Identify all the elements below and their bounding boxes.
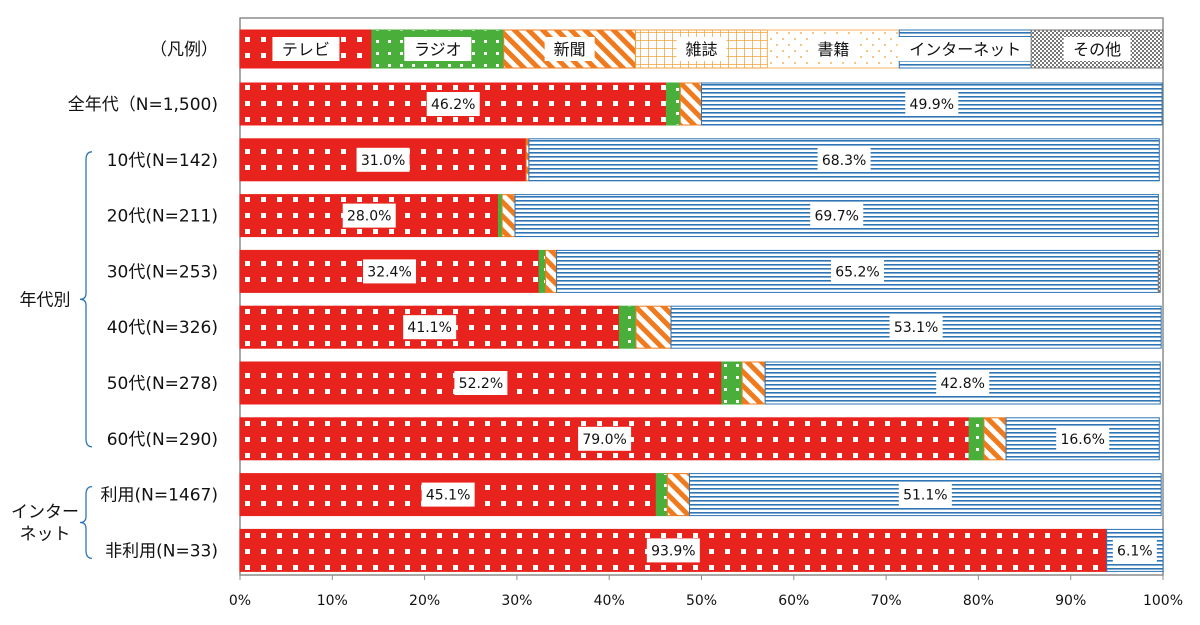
- data-label: 28.0%: [347, 209, 391, 225]
- data-label: 41.1%: [407, 320, 451, 336]
- data-label-box: [936, 371, 990, 395]
- data-label-box: [421, 482, 475, 507]
- bar-segment: [497, 194, 503, 238]
- bar-segment: [721, 361, 743, 405]
- category-label: 全年代（N=1,500): [68, 95, 218, 115]
- bar-segment: [501, 194, 516, 238]
- legend-label: 新聞: [554, 40, 586, 59]
- data-label-box: [426, 92, 480, 116]
- legend-label: インターネット: [909, 40, 1021, 59]
- data-label-box: [810, 203, 864, 228]
- x-tick-label: 30%: [501, 593, 532, 609]
- category-label: 20代(N=211): [107, 207, 218, 227]
- x-tick-label: 10%: [317, 593, 348, 609]
- bar-segment: [635, 305, 672, 349]
- x-tick-label: 0%: [229, 593, 251, 609]
- bar-segment: [655, 473, 668, 517]
- x-tick-label: 60%: [778, 593, 809, 609]
- group-label: 年代別: [20, 290, 71, 310]
- data-label: 53.1%: [894, 320, 938, 336]
- data-label-box: [356, 147, 410, 172]
- bar-segment: [983, 417, 1007, 461]
- x-tick-label: 20%: [409, 593, 440, 609]
- bars: 46.2% 49.9% 31.0% 68.3% 28.0% 69.7% 32.4% 65.2%…: [239, 82, 1164, 572]
- legend-label: テレビ: [282, 40, 330, 59]
- data-label-box: [889, 315, 943, 340]
- category-label: 60代(N=290): [107, 430, 218, 450]
- legend-title: （凡例）: [150, 40, 218, 60]
- data-label-box: [1112, 538, 1157, 563]
- data-label: 49.9%: [910, 97, 954, 113]
- data-label-box: [905, 92, 959, 116]
- data-label-box: [898, 482, 952, 507]
- data-label: 45.1%: [426, 488, 470, 504]
- group-label: ネット: [20, 525, 71, 545]
- x-tick-label: 90%: [1055, 593, 1086, 609]
- data-label: 46.2%: [431, 97, 475, 113]
- legend-label-box: [404, 37, 472, 61]
- legend-label: ラジオ: [414, 40, 462, 59]
- data-label-box: [817, 147, 871, 172]
- x-axis: 0% 10% 20% 30% 40% 50% 60% 70% 80% 90% 100%: [229, 575, 1183, 609]
- data-label-box: [363, 259, 417, 284]
- data-label-box: [646, 538, 700, 563]
- data-label: 79.0%: [582, 432, 626, 448]
- bar-segment: [538, 249, 547, 293]
- category-label: 40代(N=326): [107, 318, 218, 338]
- group-bracket: [79, 485, 93, 560]
- data-label-box: [1056, 426, 1110, 451]
- data-label: 31.0%: [361, 153, 405, 169]
- x-tick-label: 80%: [963, 593, 994, 609]
- data-label: 16.6%: [1060, 432, 1104, 448]
- bar-segment: [679, 82, 702, 126]
- legend-label: 雑誌: [685, 40, 717, 59]
- legend-swatch: [635, 29, 768, 69]
- x-tick-label: 70%: [871, 593, 902, 609]
- bar-segment: [666, 473, 691, 517]
- x-tick-label: 40%: [594, 593, 625, 609]
- data-label: 68.3%: [822, 153, 866, 169]
- data-label-box: [403, 315, 457, 340]
- group-label: インター: [11, 503, 79, 523]
- legend-label: その他: [1073, 40, 1121, 59]
- data-label: 42.8%: [940, 376, 984, 392]
- data-label: 6.1%: [1117, 543, 1153, 559]
- legend-label-box: [1063, 37, 1131, 61]
- legend-label-box: [676, 37, 727, 61]
- category-label: 10代(N=142): [107, 151, 218, 171]
- data-label: 52.2%: [459, 376, 503, 392]
- data-label-box: [454, 371, 508, 395]
- x-tick-label: 100%: [1143, 593, 1183, 609]
- category-label: 非利用(N=33): [105, 541, 218, 561]
- bar-segment: [665, 82, 681, 126]
- x-tick-label: 50%: [686, 593, 717, 609]
- data-label-box: [342, 203, 396, 228]
- category-label: 50代(N=278): [107, 374, 218, 394]
- category-label: 30代(N=253): [107, 262, 218, 282]
- legend-label-box: [272, 37, 340, 61]
- legend-label-box: [897, 37, 1033, 61]
- legend-label: 書籍: [817, 40, 849, 59]
- data-label-box: [830, 259, 884, 284]
- bar-segment: [545, 249, 558, 293]
- bar-segment: [968, 417, 985, 461]
- group-bracket: [79, 151, 93, 448]
- data-label: 69.7%: [814, 209, 858, 225]
- category-label: 利用(N=1467): [101, 486, 219, 506]
- legend: （凡例） テレビ ラジオ 新聞 雑誌 書籍 インターネット その他: [150, 29, 1164, 69]
- data-label: 51.1%: [903, 488, 947, 504]
- legend-label-box: [808, 37, 859, 61]
- data-label: 32.4%: [367, 264, 411, 280]
- data-label-box: [578, 426, 632, 451]
- data-label: 65.2%: [835, 264, 879, 280]
- bar-segment: [239, 138, 527, 182]
- category-labels: 全年代（N=1,500) 10代(N=142) 20代(N=211) 30代(N=25…: [68, 95, 218, 561]
- bar-segment: [618, 305, 637, 349]
- bar-segment: [741, 361, 766, 405]
- data-label: 93.9%: [651, 543, 695, 559]
- bar-segment: [1157, 249, 1161, 293]
- legend-label-box: [544, 37, 595, 61]
